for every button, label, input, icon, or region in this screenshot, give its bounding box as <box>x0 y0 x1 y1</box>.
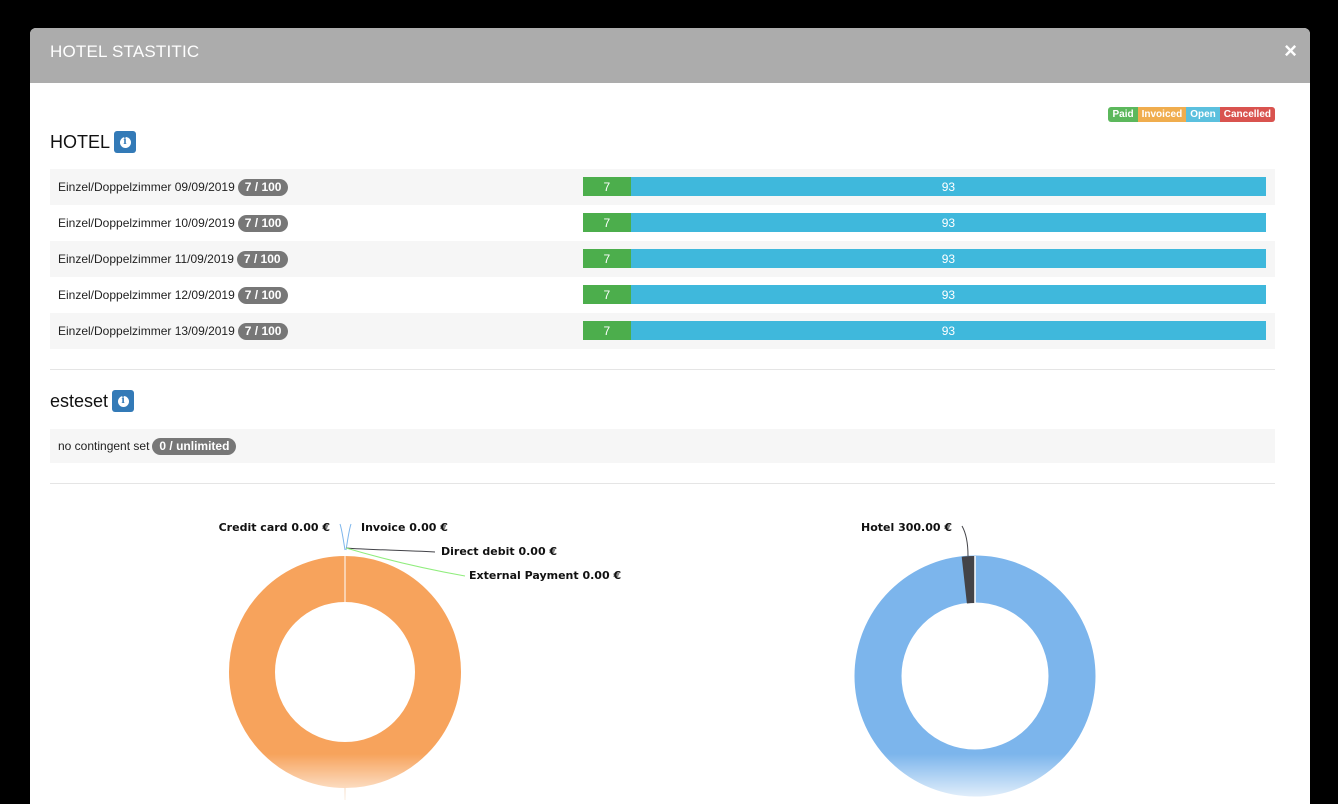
hotel-section-title: HOTEL i <box>50 131 137 153</box>
contingent-label: Einzel/Doppelzimmer 13/09/2019 7 / 100 <box>58 322 289 340</box>
modal-title: HOTEL STASTITIC <box>50 42 200 61</box>
payment-charts: Credit card 0.00 € Invoice 0.00 € Direct… <box>219 521 1096 800</box>
contingent-label: Einzel/Doppelzimmer 09/09/2019 7 / 100 <box>58 178 289 196</box>
legend-paid: Paid <box>1108 107 1138 122</box>
contingent-name: Einzel/Doppelzimmer 10/09/2019 <box>58 216 235 230</box>
esteset-info-button[interactable]: i <box>112 390 135 412</box>
contingent-label: Einzel/Doppelzimmer 11/09/2019 7 / 100 <box>58 250 288 268</box>
hotel-statistic-modal: HOTEL STASTITIC × Paid Invoiced Open Can… <box>30 28 1310 804</box>
esteset-contingent-row: no contingent set 0 / unlimited <box>50 429 1275 463</box>
connector-direct-debit <box>345 547 436 553</box>
contingent-name: Einzel/Doppelzimmer 13/09/2019 <box>58 324 235 338</box>
close-icon[interactable]: × <box>1284 38 1297 63</box>
progress-open: 93 <box>630 213 1266 232</box>
legend-cancelled: Cancelled <box>1219 107 1275 122</box>
divider <box>50 483 1275 484</box>
contingent-label: Einzel/Doppelzimmer 10/09/2019 7 / 100 <box>58 214 289 232</box>
contingent-row: Einzel/Doppelzimmer 13/09/2019 7 / 100 7… <box>50 313 1275 349</box>
label-direct-debit: Direct debit 0.00 € <box>441 545 557 558</box>
legend-open: Open <box>1186 107 1220 122</box>
progress-open: 93 <box>630 249 1266 268</box>
contingent-badge: 7 / 100 <box>237 178 289 196</box>
contingent-name: Einzel/Doppelzimmer 09/09/2019 <box>58 180 235 194</box>
contingent-row: Einzel/Doppelzimmer 11/09/2019 7 / 100 7… <box>50 241 1275 277</box>
contingent-name: no contingent set <box>58 439 150 453</box>
esteset-title: esteset <box>50 390 109 411</box>
progress-paid: 7 <box>583 177 631 196</box>
donut-slice-other[interactable] <box>229 556 461 788</box>
hotel-title: HOTEL <box>50 131 111 152</box>
progress-bar: 7 93 <box>583 285 1266 304</box>
contingent-badge: 7 / 100 <box>237 322 289 340</box>
contingent-label: Einzel/Doppelzimmer 12/09/2019 7 / 100 <box>58 286 289 304</box>
contingent-row: Einzel/Doppelzimmer 12/09/2019 7 / 100 7… <box>50 277 1275 313</box>
payment-method-donut: Credit card 0.00 € Invoice 0.00 € Direct… <box>219 521 621 800</box>
progress-paid: 7 <box>583 249 631 268</box>
legend-invoiced: Invoiced <box>1137 107 1187 122</box>
progress-bar: 7 93 <box>583 321 1266 340</box>
label-invoice: Invoice 0.00 € <box>361 521 448 534</box>
contingent-row: Einzel/Doppelzimmer 09/09/2019 7 / 100 7… <box>50 169 1275 205</box>
info-icon: i <box>119 136 131 148</box>
donut-slice-hotel[interactable] <box>961 555 975 604</box>
label-external-payment: External Payment 0.00 € <box>469 569 621 582</box>
contingent-badge: 7 / 100 <box>237 214 289 232</box>
info-icon: i <box>117 395 129 407</box>
modal-header: HOTEL STASTITIC × <box>30 28 1310 83</box>
esteset-section-title: esteset i <box>50 390 135 412</box>
divider <box>50 369 1275 370</box>
progress-open: 93 <box>630 285 1266 304</box>
revenue-donut: Hotel 300.00 € <box>854 521 1096 797</box>
donut-slice-other[interactable] <box>854 555 1096 797</box>
progress-paid: 7 <box>583 321 631 340</box>
label-hotel: Hotel 300.00 € <box>861 521 952 534</box>
progress-bar: 7 93 <box>583 249 1266 268</box>
hotel-contingent-list: Einzel/Doppelzimmer 09/09/2019 7 / 100 7… <box>50 169 1275 349</box>
contingent-badge: 7 / 100 <box>236 250 288 268</box>
contingent-label: no contingent set 0 / unlimited <box>58 437 237 455</box>
progress-paid: 7 <box>583 213 631 232</box>
progress-bar: 7 93 <box>583 177 1266 196</box>
progress-open: 93 <box>630 177 1266 196</box>
connector-external-payment <box>345 547 466 577</box>
connector-invoice <box>345 523 352 551</box>
contingent-name: Einzel/Doppelzimmer 11/09/2019 <box>58 252 234 266</box>
connector-credit-card <box>339 523 346 551</box>
contingent-row: Einzel/Doppelzimmer 10/09/2019 7 / 100 7… <box>50 205 1275 241</box>
connector-hotel <box>961 525 969 557</box>
progress-paid: 7 <box>583 285 631 304</box>
status-legend: Paid Invoiced Open Cancelled <box>1108 107 1275 122</box>
progress-open: 93 <box>630 321 1266 340</box>
contingent-badge: 7 / 100 <box>237 286 289 304</box>
contingent-name: Einzel/Doppelzimmer 12/09/2019 <box>58 288 235 302</box>
hotel-info-button[interactable]: i <box>114 131 137 153</box>
label-credit-card: Credit card 0.00 € <box>219 521 330 534</box>
progress-bar: 7 93 <box>583 213 1266 232</box>
contingent-badge: 0 / unlimited <box>152 437 237 455</box>
